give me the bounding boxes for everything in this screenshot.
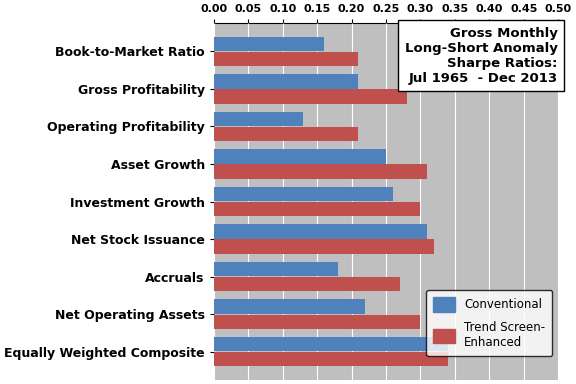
Bar: [214, 240, 434, 254]
Bar: [214, 37, 324, 51]
Bar: [214, 74, 358, 89]
Bar: [214, 164, 427, 179]
Bar: [214, 127, 358, 141]
Bar: [214, 202, 420, 216]
Bar: [214, 352, 448, 366]
Bar: [214, 337, 448, 351]
Bar: [214, 52, 358, 66]
Bar: [214, 314, 420, 329]
Text: Gross Monthly
Long-Short Anomaly
Sharpe Ratios:
Jul 1965  - Dec 2013: Gross Monthly Long-Short Anomaly Sharpe …: [405, 27, 558, 85]
Bar: [214, 89, 407, 104]
Bar: [214, 300, 365, 314]
Bar: [214, 262, 338, 276]
Bar: [214, 149, 386, 164]
Bar: [214, 277, 400, 291]
Bar: [214, 224, 427, 239]
Bar: [214, 112, 304, 126]
Legend: Conventional, Trend Screen-
Enhanced: Conventional, Trend Screen- Enhanced: [426, 290, 552, 356]
Bar: [214, 187, 393, 201]
